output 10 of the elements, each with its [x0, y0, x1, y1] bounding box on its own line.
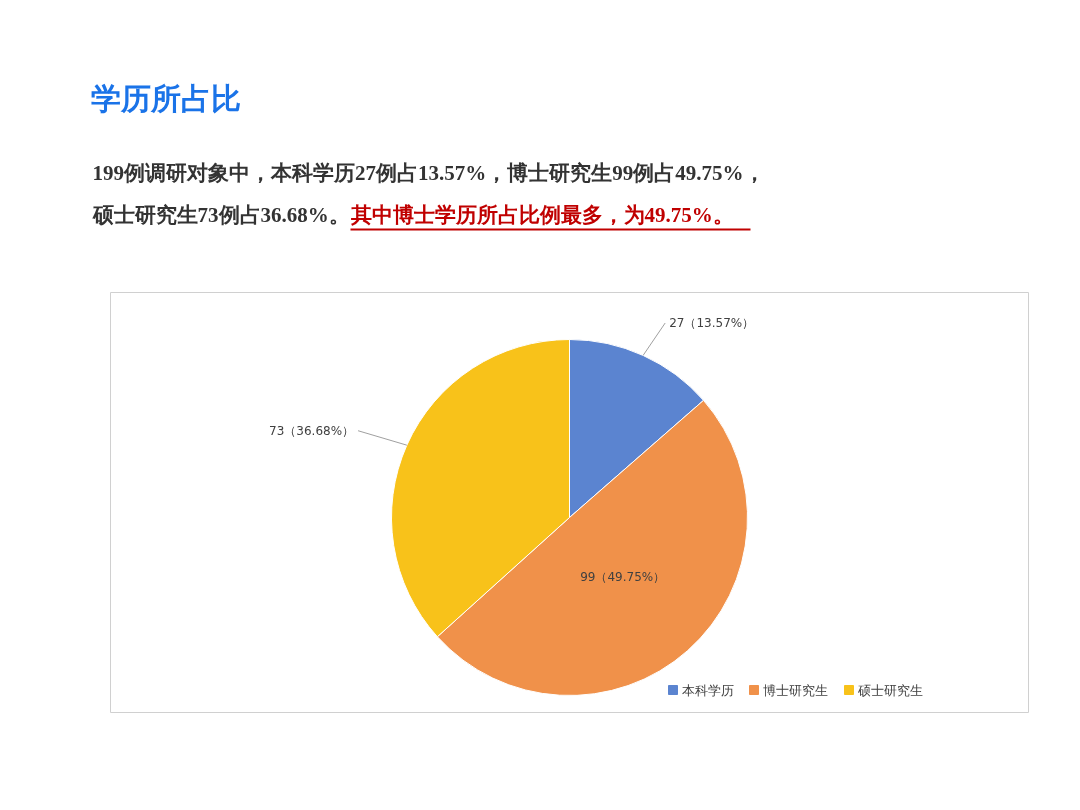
- chart-title: 学历所占比: [90, 81, 241, 116]
- legend-label: 硕士研究生: [856, 683, 923, 698]
- legend-label: 本科学历: [681, 683, 734, 698]
- text: 199例调研对象中，本科学历27例占13.57%，博士研究生99例占49.75%，: [92, 160, 765, 185]
- text: 其中博士学历所占比例最多，为49.75%。: [349, 202, 734, 227]
- data-label: 27（13.57%）: [669, 316, 755, 331]
- text: 硕士研究生73例占36.68%。: [91, 202, 350, 227]
- legend-label: 博士研究生: [762, 683, 828, 698]
- data-label: 99（49.75%）: [580, 570, 666, 585]
- data-label: 73（36.68%）: [269, 423, 355, 438]
